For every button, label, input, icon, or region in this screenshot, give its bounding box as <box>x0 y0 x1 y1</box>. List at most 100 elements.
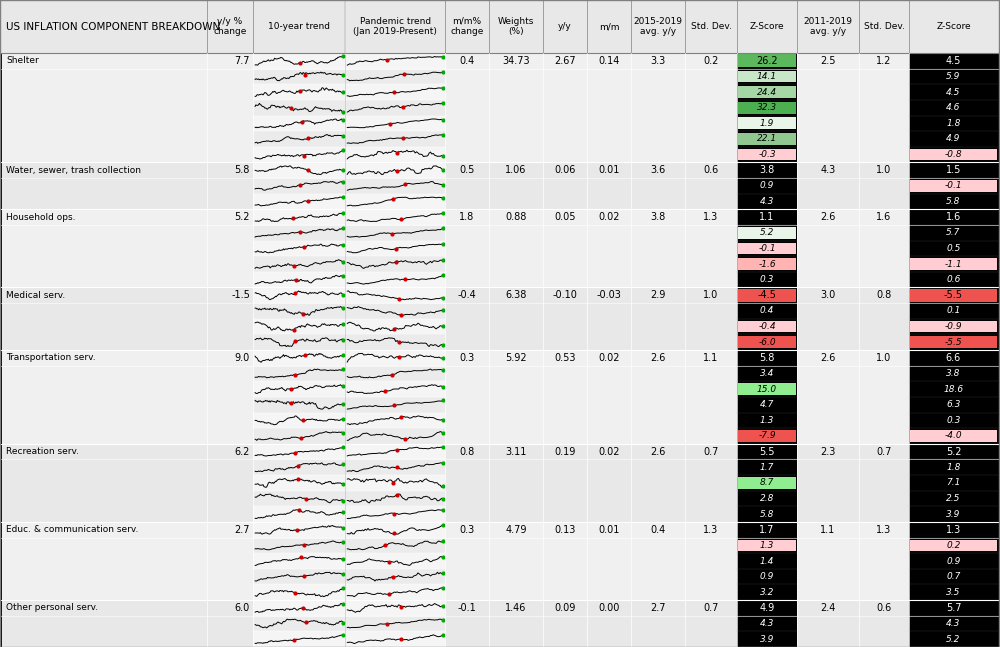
Text: 0.06: 0.06 <box>554 165 576 175</box>
Text: 2.7: 2.7 <box>234 525 250 535</box>
Bar <box>2 53 207 162</box>
Text: 1.0: 1.0 <box>876 165 892 175</box>
Text: -7.9: -7.9 <box>758 432 776 441</box>
Bar <box>2 162 207 210</box>
Bar <box>685 350 737 444</box>
Bar <box>253 397 445 413</box>
Bar <box>253 147 445 162</box>
Bar <box>253 256 445 272</box>
Text: 1.5: 1.5 <box>946 165 961 175</box>
Bar <box>587 350 631 444</box>
Bar <box>253 522 445 600</box>
Text: 5.8: 5.8 <box>235 165 250 175</box>
Text: 24.4: 24.4 <box>757 87 777 96</box>
Bar <box>910 149 997 160</box>
Bar <box>253 475 445 490</box>
Bar <box>631 522 685 600</box>
Text: -0.4: -0.4 <box>458 291 476 300</box>
Bar <box>489 444 543 522</box>
Text: y/y %
change: y/y % change <box>213 17 247 36</box>
Text: 0.9: 0.9 <box>760 572 774 581</box>
Text: 1.1: 1.1 <box>703 353 719 363</box>
Bar <box>253 210 445 287</box>
Text: 4.3: 4.3 <box>946 619 961 628</box>
Bar <box>253 553 445 569</box>
Bar <box>253 444 445 522</box>
Bar <box>738 102 796 114</box>
Bar <box>445 350 489 444</box>
Text: 5.2: 5.2 <box>946 635 961 644</box>
Text: 0.01: 0.01 <box>598 165 620 175</box>
Bar <box>910 445 997 458</box>
Bar <box>859 287 909 350</box>
Text: -6.0: -6.0 <box>758 338 776 347</box>
Text: 1.7: 1.7 <box>760 463 774 472</box>
Bar <box>253 413 445 428</box>
Text: -5.5: -5.5 <box>944 291 963 300</box>
Bar <box>910 461 997 473</box>
Text: 5.8: 5.8 <box>759 353 775 363</box>
Text: US INFLATION COMPONENT BREAKDOWN: US INFLATION COMPONENT BREAKDOWN <box>6 21 220 32</box>
Bar <box>910 523 997 536</box>
Bar <box>738 602 796 615</box>
Bar <box>910 195 997 207</box>
Bar <box>207 522 253 600</box>
Text: 0.00: 0.00 <box>598 603 620 613</box>
Bar <box>859 53 909 162</box>
Text: -0.10: -0.10 <box>553 291 577 300</box>
Bar <box>253 319 445 334</box>
Bar <box>909 350 998 444</box>
Bar <box>797 522 859 600</box>
Bar <box>910 86 997 98</box>
Bar <box>859 350 909 444</box>
Bar <box>738 383 796 395</box>
Bar <box>685 287 737 350</box>
Text: 5.9: 5.9 <box>946 72 961 81</box>
Bar <box>859 162 909 210</box>
Text: 0.7: 0.7 <box>703 603 719 613</box>
Bar <box>253 287 445 350</box>
Text: 2.3: 2.3 <box>820 446 836 457</box>
Text: -0.03: -0.03 <box>597 291 621 300</box>
Bar <box>207 53 253 162</box>
Text: 1.3: 1.3 <box>703 525 719 535</box>
Bar <box>587 287 631 350</box>
Bar <box>738 149 796 160</box>
Bar <box>910 509 997 520</box>
Text: Other personal serv.: Other personal serv. <box>6 604 98 613</box>
Bar <box>909 162 998 210</box>
Text: 5.8: 5.8 <box>946 197 961 206</box>
Bar <box>737 53 797 162</box>
Text: 5.2: 5.2 <box>234 212 250 222</box>
Bar <box>738 195 796 207</box>
Text: 0.13: 0.13 <box>554 525 576 535</box>
Bar <box>909 287 998 350</box>
Text: Shelter: Shelter <box>6 56 39 65</box>
Bar <box>253 210 445 225</box>
Bar <box>859 600 909 647</box>
Bar <box>2 600 207 647</box>
Bar <box>909 444 998 522</box>
Text: 1.8: 1.8 <box>459 212 475 222</box>
Text: 1.2: 1.2 <box>876 56 892 66</box>
Bar <box>253 53 445 69</box>
Text: 1.3: 1.3 <box>703 212 719 222</box>
Bar <box>253 350 445 444</box>
Text: 7.1: 7.1 <box>946 478 961 487</box>
Text: 0.19: 0.19 <box>554 446 576 457</box>
Text: 0.3: 0.3 <box>760 275 774 284</box>
Text: 0.9: 0.9 <box>946 556 961 565</box>
Text: 0.8: 0.8 <box>876 291 892 300</box>
Bar <box>738 258 796 270</box>
Text: 5.7: 5.7 <box>946 603 961 613</box>
Text: 2.67: 2.67 <box>554 56 576 66</box>
Text: 1.6: 1.6 <box>946 212 961 222</box>
Text: 1.1: 1.1 <box>820 525 836 535</box>
Bar <box>859 522 909 600</box>
Text: 1.0: 1.0 <box>703 291 719 300</box>
Bar <box>738 71 796 82</box>
Bar <box>253 569 445 584</box>
Bar <box>253 225 445 241</box>
Bar <box>738 461 796 473</box>
Bar <box>253 366 445 381</box>
